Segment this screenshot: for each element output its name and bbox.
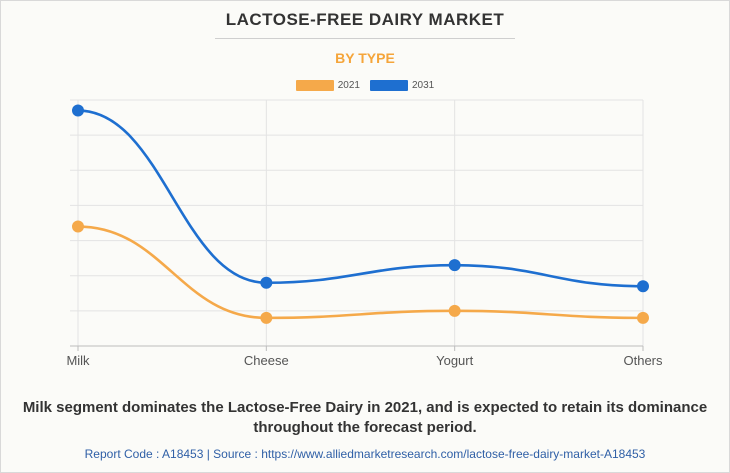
data-point-2031-yogurt (448, 259, 461, 272)
data-point-2021-cheese (260, 311, 273, 324)
data-point-2021-milk (72, 220, 84, 233)
source-footer: Report Code : A18453 | Source : https://… (84, 447, 646, 461)
chart-title: LACTOSE-FREE DAIRY MARKET (225, 10, 505, 29)
series-line-2021 (77, 225, 644, 320)
series-line-2031 (77, 109, 644, 288)
legend: 2021 2031 (0, 80, 730, 91)
x-axis-labels: Milk Cheese Yogurt Others (66, 353, 663, 368)
data-point-2031-milk (72, 104, 84, 117)
chart-caption: Milk segment dominates the Lactose-Free … (22, 399, 708, 436)
data-point-2031-cheese (260, 276, 273, 289)
chart-grid (70, 99, 644, 346)
chart-series (72, 104, 649, 324)
title-divider (215, 38, 515, 39)
legend-label-2031: 2031 (412, 80, 435, 91)
legend-item-2031[interactable]: 2031 (370, 80, 434, 91)
legend-swatch-2021 (295, 80, 334, 91)
chart-axes (70, 345, 644, 351)
x-tick-label: Others (623, 353, 663, 368)
x-tick-label: Cheese (244, 353, 289, 368)
data-point-2021-yogurt (448, 304, 461, 317)
legend-swatch-2031 (370, 80, 408, 91)
data-point-2021-others (637, 311, 649, 324)
data-point-2031-others (637, 280, 649, 293)
legend-item-2021[interactable]: 2021 (295, 80, 360, 91)
x-tick-label: Yogurt (436, 353, 473, 368)
legend-label-2021: 2021 (337, 80, 360, 91)
chart-subtitle: BY TYPE (335, 50, 395, 66)
x-tick-label: Milk (66, 353, 90, 368)
